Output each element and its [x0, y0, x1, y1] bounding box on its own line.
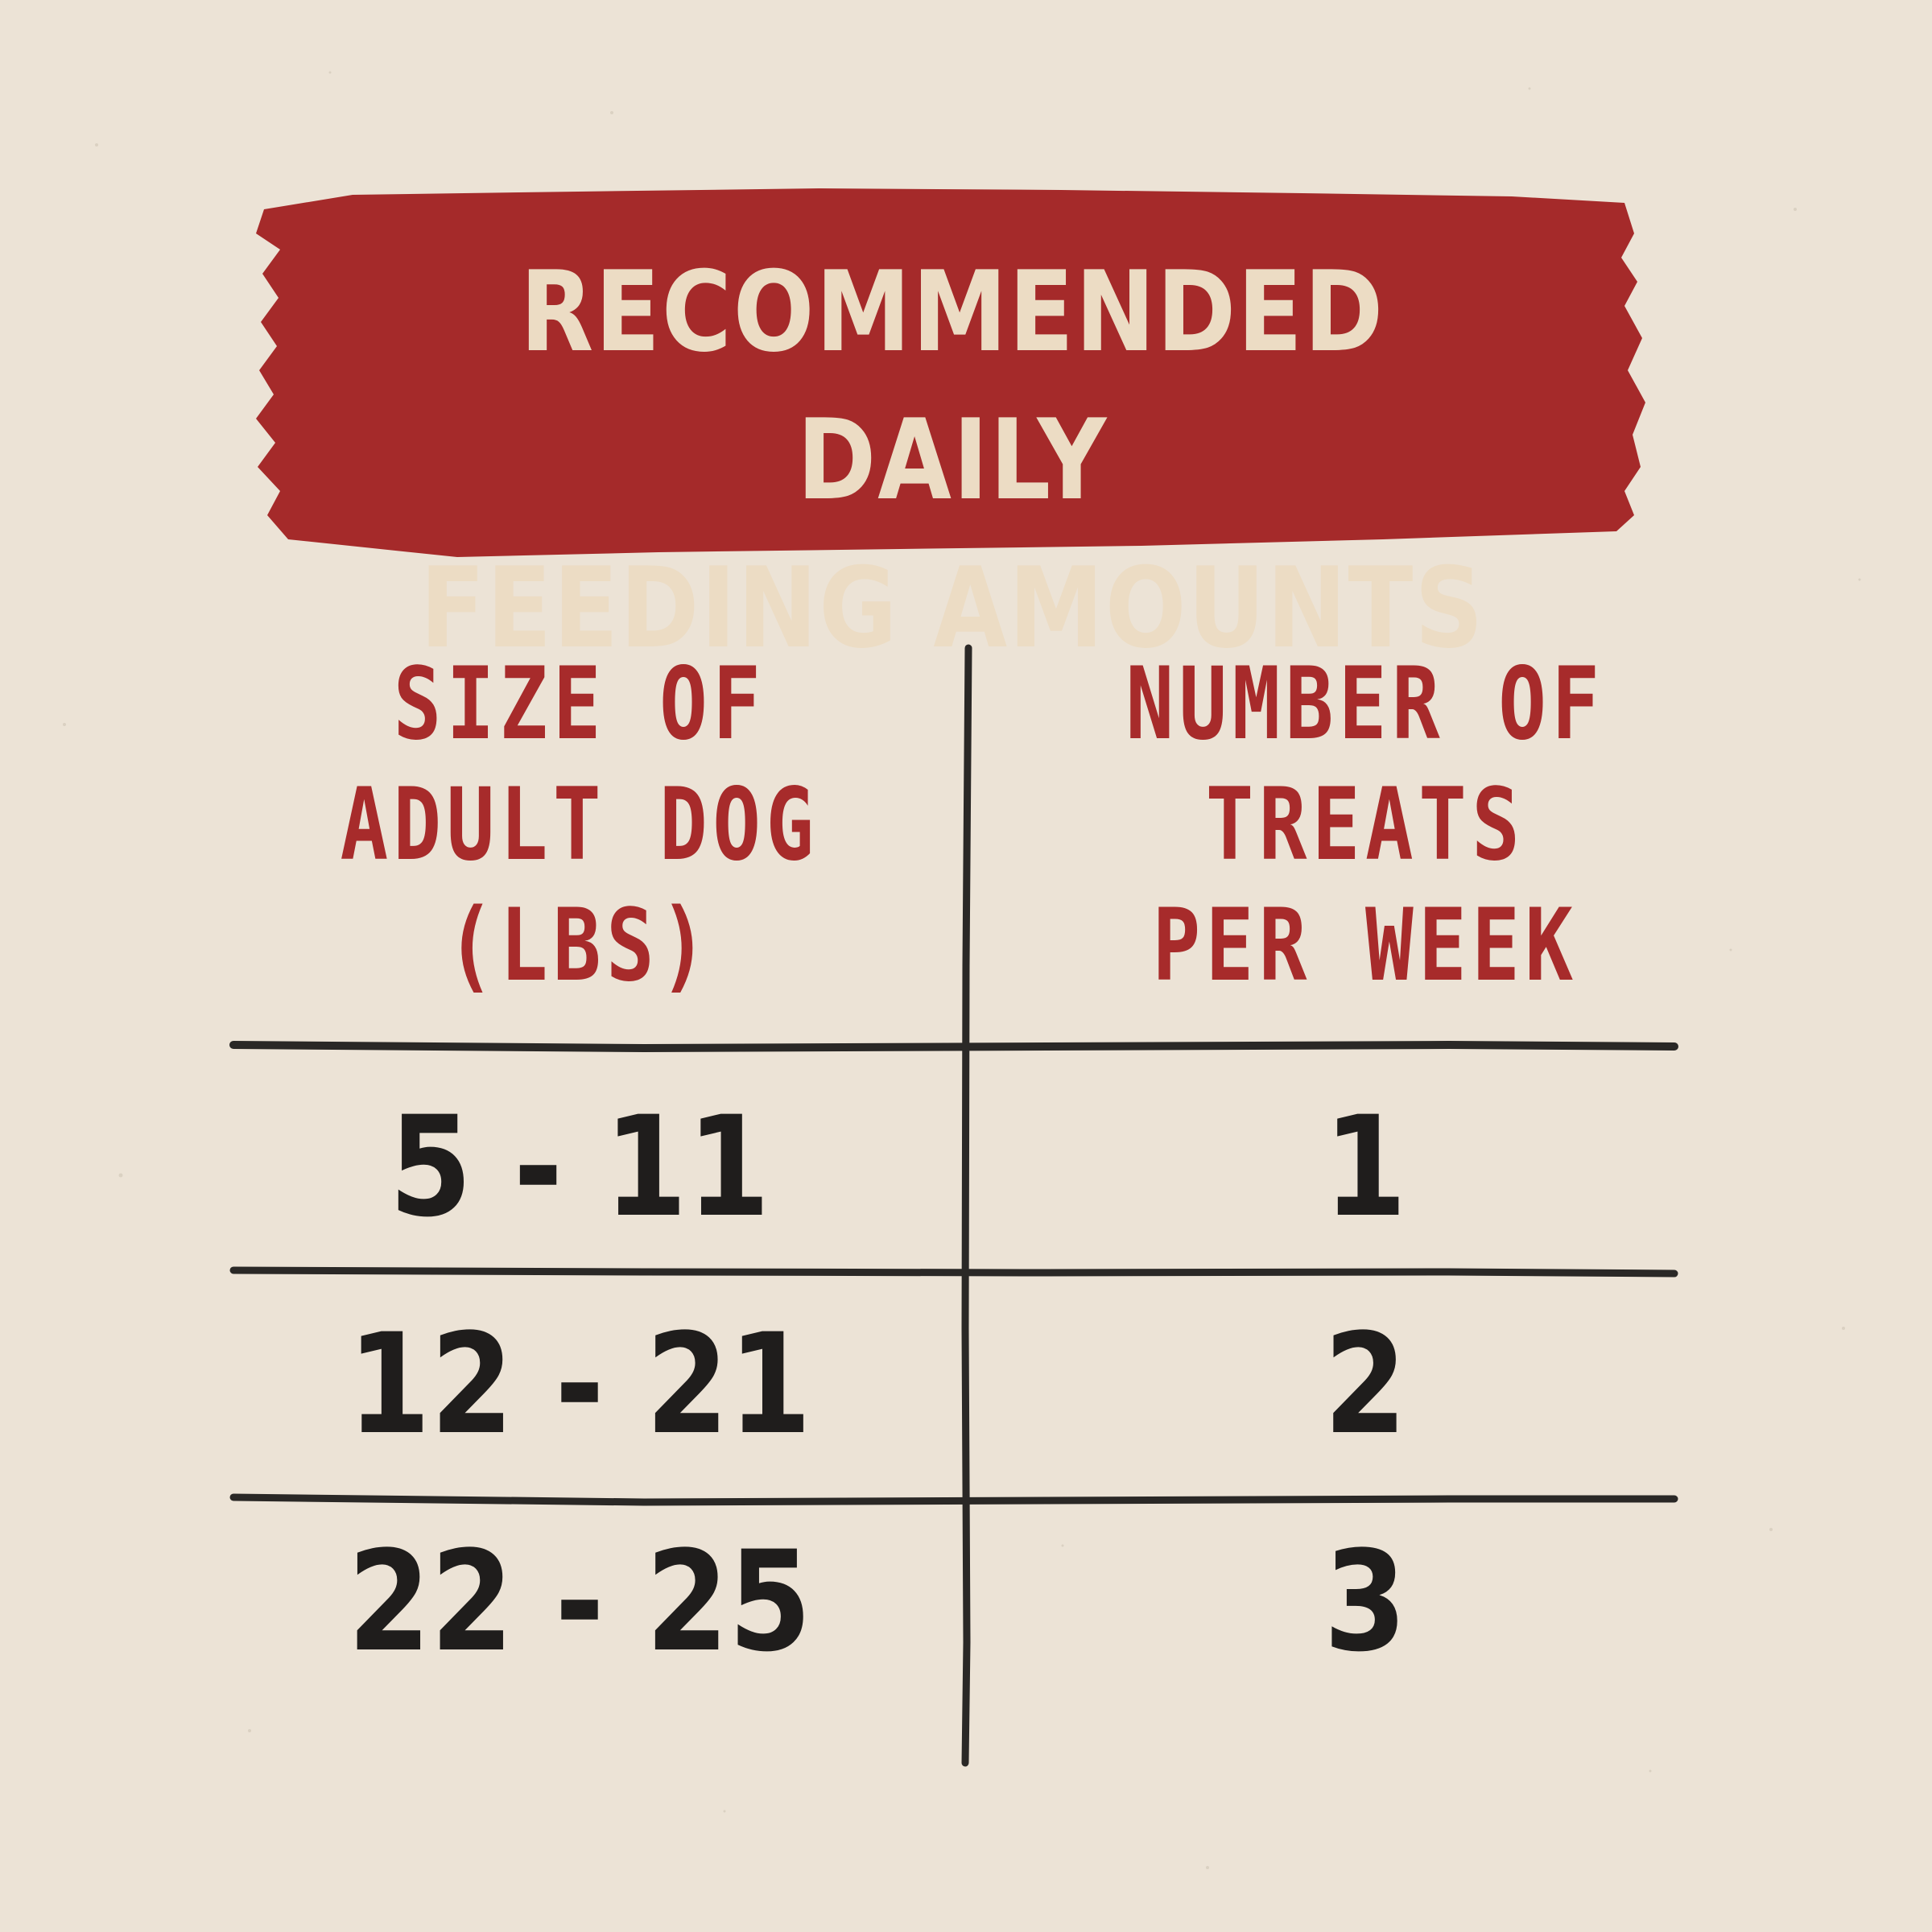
- column-divider: [961, 644, 972, 1767]
- table-cell-treats-row-1: 1: [1323, 1086, 1407, 1248]
- title-banner: RECOMMENDED DAILY FEEDING AMOUNTS: [256, 185, 1649, 673]
- table-cell-size-row-2: 12 - 21: [347, 1303, 812, 1465]
- table-cell-treats-row-2: 2: [1323, 1303, 1407, 1465]
- row-rule-1: [229, 1266, 1678, 1278]
- page-title: RECOMMENDED DAILY FEEDING AMOUNTS: [419, 247, 1485, 673]
- header-rule: [229, 1040, 1678, 1053]
- row-rule-2: [229, 1493, 1678, 1506]
- table-cell-size-row-3: 22 - 25: [347, 1521, 812, 1682]
- column-header-treats-per-week: NUMBER OF TREATS PER WEEK: [1125, 646, 1605, 1004]
- brush-stroke-shape: [256, 188, 1645, 557]
- table-cell-treats-row-3: 3: [1323, 1521, 1407, 1682]
- column-header-dog-size: SIZE OF ADULT DOG (LBS): [340, 646, 819, 1004]
- table-cell-size-row-1: 5 - 11: [389, 1086, 770, 1248]
